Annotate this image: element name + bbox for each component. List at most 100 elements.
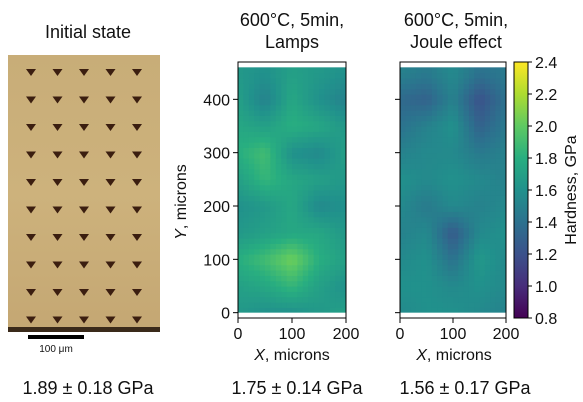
heatmap-cell bbox=[324, 264, 331, 271]
heatmap-cell bbox=[265, 136, 271, 143]
heatmap-cell bbox=[421, 222, 428, 228]
heatmap-cell bbox=[286, 83, 293, 90]
heatmap-cell bbox=[302, 286, 309, 292]
heatmap-cell bbox=[270, 110, 277, 116]
heatmap-cell bbox=[421, 94, 428, 100]
heatmap-cell bbox=[275, 99, 282, 106]
heatmap-cell bbox=[463, 232, 470, 239]
heatmap-cell bbox=[319, 67, 325, 74]
heatmap-cell bbox=[437, 131, 443, 138]
heatmap-cell bbox=[238, 296, 244, 303]
heatmap-cell bbox=[313, 152, 320, 159]
heatmap-cell bbox=[453, 232, 459, 239]
heatmap-cell bbox=[453, 88, 459, 95]
heatmap-cell bbox=[254, 115, 261, 122]
heatmap-cell bbox=[243, 296, 250, 303]
heatmap-cell bbox=[286, 88, 293, 95]
heatmap-cell bbox=[453, 152, 459, 159]
heatmap-cell bbox=[479, 286, 486, 292]
heatmap-cell bbox=[437, 243, 443, 250]
heatmap-cell bbox=[238, 280, 244, 287]
heatmap-cell bbox=[254, 126, 261, 132]
heatmap-cell bbox=[243, 152, 250, 159]
heatmap-cell bbox=[281, 232, 288, 239]
heatmap-cell bbox=[324, 72, 331, 79]
heatmap-cell bbox=[463, 254, 470, 260]
heatmap-cell bbox=[335, 136, 342, 143]
heatmap-cell bbox=[431, 195, 438, 202]
heatmap-cell bbox=[297, 243, 304, 250]
heatmap-cell bbox=[275, 275, 282, 282]
heatmap-cell bbox=[453, 302, 459, 308]
heatmap-cell bbox=[400, 158, 406, 164]
heatmap-cell bbox=[474, 275, 481, 282]
heatmap-cell bbox=[270, 296, 277, 303]
heatmap-cell bbox=[308, 99, 315, 106]
heatmap-cell bbox=[447, 243, 454, 250]
heatmap-cell bbox=[421, 158, 428, 164]
heatmap-cell bbox=[415, 142, 422, 148]
heatmap-cell bbox=[490, 211, 496, 218]
heatmap-cell bbox=[297, 99, 304, 106]
heatmap-cell bbox=[248, 115, 255, 122]
heatmap-cell bbox=[335, 195, 342, 202]
heatmap-cell bbox=[479, 104, 486, 111]
heatmap-cell bbox=[281, 184, 288, 191]
heatmap-cell bbox=[490, 200, 496, 207]
heatmap-cell bbox=[292, 126, 298, 132]
heatmap-cell bbox=[308, 275, 315, 282]
heatmap-cell bbox=[400, 72, 406, 79]
heatmap-cell bbox=[265, 232, 271, 239]
heatmap-cell bbox=[292, 174, 298, 180]
heatmap-cell bbox=[415, 94, 422, 100]
heatmap-cell bbox=[500, 302, 506, 308]
heatmap-cell bbox=[292, 184, 298, 191]
heatmap-cell bbox=[275, 104, 282, 111]
indent-mark bbox=[132, 124, 142, 131]
heatmap-cell bbox=[313, 158, 320, 164]
heatmap-cell bbox=[453, 200, 459, 207]
heatmap-cell bbox=[500, 206, 506, 212]
heatmap-cell bbox=[442, 227, 449, 234]
heatmap-cell bbox=[292, 264, 298, 271]
heatmap-cell bbox=[238, 232, 244, 239]
heatmap-cell bbox=[324, 94, 331, 100]
heatmap-cell bbox=[500, 270, 506, 276]
heatmap-cell bbox=[302, 264, 309, 271]
heatmap-cell bbox=[275, 238, 282, 244]
heatmap-cell bbox=[500, 142, 506, 148]
heatmap-cell bbox=[458, 286, 465, 292]
heatmap-cell bbox=[410, 254, 417, 260]
heatmap-cell bbox=[259, 99, 266, 106]
heatmap-cell bbox=[490, 206, 496, 212]
heatmap-cell bbox=[426, 200, 433, 207]
heatmap-cell bbox=[319, 184, 325, 191]
heatmap-cell bbox=[463, 131, 470, 138]
heatmap-cell bbox=[281, 286, 288, 292]
heatmap-cell bbox=[281, 88, 288, 95]
heatmap-cell bbox=[248, 168, 255, 175]
heatmap-cell bbox=[431, 227, 438, 234]
heatmap-cell bbox=[458, 259, 465, 266]
heatmap-cell bbox=[319, 163, 325, 170]
heatmap-cell bbox=[308, 222, 315, 228]
heatmap-cell bbox=[468, 302, 475, 308]
heatmap-cell bbox=[490, 115, 496, 122]
heatmap-cell bbox=[259, 307, 266, 314]
heatmap-cell bbox=[297, 72, 304, 79]
heatmap-cell bbox=[426, 264, 433, 271]
heatmap-cell bbox=[468, 152, 475, 159]
heatmap-cell bbox=[275, 227, 282, 234]
heatmap-cell bbox=[297, 291, 304, 298]
heatmap-cell bbox=[319, 270, 325, 276]
heatmap-cell bbox=[270, 190, 277, 196]
heatmap-cell bbox=[484, 147, 491, 154]
heatmap-cell bbox=[500, 163, 506, 170]
heatmap-cell bbox=[484, 110, 491, 116]
heatmap-cell bbox=[308, 307, 315, 314]
heatmap-cell bbox=[329, 131, 336, 138]
heatmap-cell bbox=[329, 232, 336, 239]
heatmap-cell bbox=[500, 83, 506, 90]
heatmap-cell bbox=[324, 83, 331, 90]
heatmap-cell bbox=[468, 238, 475, 244]
